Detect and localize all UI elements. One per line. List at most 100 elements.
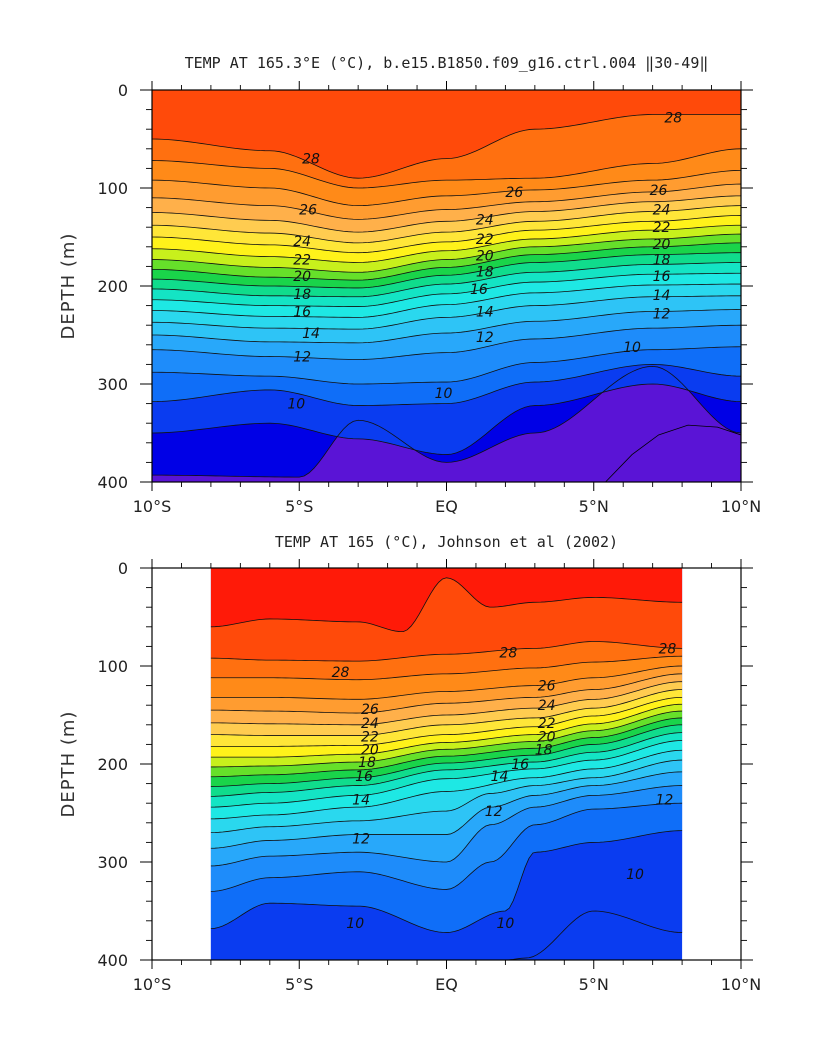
fill-band-26C (210, 656, 683, 700)
fill-band-26C (152, 148, 741, 206)
fill-band-12C (152, 309, 741, 360)
isotherm-26C (151, 169, 742, 207)
y-axis-label: DEPTH (m) (58, 711, 79, 818)
contour-label: 10 (287, 397, 305, 413)
x-tick-label: EQ (435, 497, 458, 516)
fill-band-25C (152, 170, 741, 220)
isotherm-10C (151, 363, 742, 406)
x-tick-label: 10°N (721, 975, 761, 994)
contour-label: 16 (293, 304, 311, 320)
contour-label: 24 (361, 716, 379, 732)
fill-band-21C (210, 697, 683, 758)
fill-band-15C (152, 273, 741, 318)
contour-label: 26 (361, 702, 379, 718)
contour-label: 18 (358, 755, 376, 771)
fill-band-19C (210, 711, 683, 777)
contour-label: 16 (653, 269, 671, 285)
contour-label: 12 (656, 792, 674, 808)
fill-band-15C (210, 740, 683, 819)
contour-label: 18 (293, 287, 311, 303)
fill-band-25C (210, 666, 683, 714)
y-tick-label: 100 (97, 657, 128, 676)
x-tick-label: 5°N (579, 497, 609, 516)
y-tick-label: 300 (97, 853, 128, 872)
isotherm-16C (151, 272, 742, 307)
y-tick-label: 100 (97, 179, 128, 198)
isotherm-13C (151, 309, 742, 344)
isotherm-8C (151, 365, 742, 478)
isotherm-20C (210, 710, 683, 768)
contour-label: 12 (352, 831, 370, 847)
y-tick-label: 200 (97, 277, 128, 296)
contour-label: 22 (476, 232, 494, 248)
isotherm-10C (210, 830, 683, 933)
isotherm-15C (210, 749, 683, 820)
fill-band-11C (152, 325, 741, 384)
contour-label: 10 (623, 340, 641, 356)
contour-label: 24 (293, 234, 311, 250)
fill-band-18C (210, 717, 683, 787)
y-tick-label: 400 (97, 473, 128, 492)
isotherm-13C (210, 771, 683, 849)
x-tick-label: 5°S (285, 497, 313, 516)
isotherm-20C (151, 233, 742, 273)
x-tick-label: 5°S (285, 975, 313, 994)
isotherm-28C (210, 641, 683, 662)
fill-band-18C (152, 242, 741, 288)
x-tick-label: 10°S (133, 497, 172, 516)
isotherm-15C (151, 283, 742, 318)
isotherm-12C (210, 785, 683, 867)
fill-band-22C (210, 689, 683, 747)
contour-label: 16 (355, 769, 373, 785)
fill-band-19C (152, 234, 741, 281)
fill-band-21C (152, 215, 741, 263)
isotherm-19C (210, 717, 683, 778)
isotherm-27C (151, 148, 742, 189)
chart-title: TEMP AT 165.3°E (°C), b.e15.B1850.f09_g1… (185, 54, 709, 72)
y-tick-label: 400 (97, 951, 128, 970)
x-tick-label: 5°N (579, 975, 609, 994)
y-tick-label: 0 (118, 81, 128, 100)
isotherm-27C (210, 655, 683, 681)
fill-band-27C (210, 641, 683, 680)
y-tick-label: 300 (97, 375, 128, 394)
chart-title: TEMP AT 165 (°C), Johnson et al (2002) (275, 533, 618, 551)
fill-band-22C (152, 205, 741, 253)
contour-label: 16 (470, 282, 488, 298)
fill-band-17C (152, 252, 741, 297)
fill-band-27C (152, 114, 741, 188)
fill-band-20C (152, 225, 741, 273)
contour-label: 24 (653, 203, 671, 219)
y-axis-label: DEPTH (m) (58, 233, 79, 340)
fill-band-13C (152, 295, 741, 343)
contour-label: 22 (361, 730, 379, 746)
contour-label: 28 (658, 641, 676, 657)
contour-label: 12 (476, 330, 494, 346)
fill-band-13C (210, 760, 683, 849)
contour-label: 28 (332, 665, 350, 681)
contour-label: 20 (538, 730, 556, 746)
contour-label: 12 (293, 350, 311, 366)
contour-label: 28 (499, 645, 517, 661)
isotherm-14C (151, 295, 742, 330)
fill-band-28C (152, 90, 741, 179)
fill-band-8C (152, 366, 741, 478)
contour-label: 10 (435, 386, 453, 402)
fill-band-16C (152, 262, 741, 307)
isotherm-18C (210, 724, 683, 787)
contour-label: 14 (476, 304, 494, 320)
contour-label: 12 (485, 804, 503, 820)
isotherm-24C (210, 681, 683, 726)
isotherm-16C (210, 740, 683, 808)
fill-band-14C (152, 284, 741, 330)
contour-label: 16 (511, 757, 529, 773)
fill-band-9C (152, 364, 741, 455)
contour-label: 18 (476, 264, 494, 280)
fill-band-20C (210, 704, 683, 767)
isotherm-21C (151, 224, 742, 263)
x-tick-label: 10°N (721, 497, 761, 516)
contour-label: 26 (538, 679, 556, 695)
contour-label: 14 (302, 326, 320, 342)
